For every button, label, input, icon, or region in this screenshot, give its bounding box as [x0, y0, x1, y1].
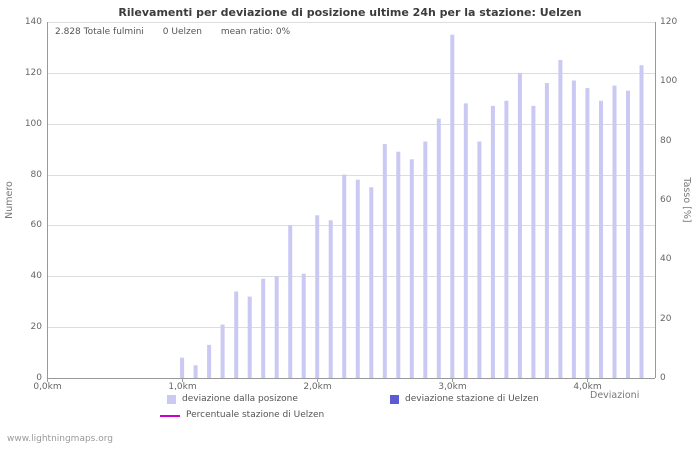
legend-label-deviation: deviazione dalla posizone: [182, 394, 298, 404]
bar-position-deviation: [639, 65, 644, 378]
bar-position-deviation: [477, 141, 482, 378]
stat-station-count: 0 Uelzen: [162, 27, 202, 37]
bar-position-deviation: [180, 357, 185, 378]
stats-row: 2.828 Totale fulmini 0 Uelzen mean ratio…: [55, 27, 306, 37]
legend-item-station-percent: Percentuale stazione di Uelzen: [160, 410, 324, 421]
legend-item-station-deviation: deviazione stazione di Uelzen: [390, 394, 539, 405]
bar-position-deviation: [328, 220, 333, 378]
bar-position-deviation: [261, 278, 266, 378]
bar-position-deviation: [342, 174, 347, 378]
legend-label-percent: Percentuale stazione di Uelzen: [186, 410, 325, 420]
legend-label-station: deviazione stazione di Uelzen: [405, 394, 539, 404]
bar-position-deviation: [558, 60, 563, 378]
bar-position-deviation: [544, 83, 549, 378]
bar-position-deviation: [234, 291, 239, 378]
legend-item-position-deviation: deviazione dalla posizone: [167, 394, 298, 405]
bar-position-deviation: [288, 225, 293, 378]
bar-position-deviation: [409, 159, 414, 378]
bar-position-deviation: [207, 344, 212, 378]
stat-mean-ratio: mean ratio: 0%: [220, 27, 291, 37]
bar-position-deviation: [193, 365, 198, 378]
legend-line-percent-icon: [160, 414, 180, 417]
watermark: www.lightningmaps.org: [7, 434, 113, 444]
bar-position-deviation: [463, 103, 468, 379]
x-axis-label: Deviazioni: [590, 390, 640, 401]
bar-position-deviation: [571, 80, 576, 378]
bar-position-deviation: [436, 118, 441, 378]
bar-position-deviation: [220, 324, 225, 378]
bar-position-deviation: [369, 187, 374, 378]
legend-swatch-station: [390, 395, 399, 404]
chart-title: Rilevamenti per deviazione di posizione …: [118, 6, 582, 19]
bar-position-deviation: [423, 141, 428, 378]
bar-position-deviation: [585, 88, 590, 378]
bar-position-deviation: [396, 151, 401, 378]
bar-position-deviation: [382, 144, 387, 378]
legend-swatch-deviation: [167, 395, 176, 404]
bar-position-deviation: [626, 90, 630, 378]
bar-position-deviation: [315, 215, 320, 378]
bar-position-deviation: [612, 85, 617, 378]
bar-position-deviation: [504, 100, 509, 379]
bar-position-deviation: [301, 273, 306, 378]
bar-position-deviation: [599, 100, 603, 379]
bar-position-deviation: [355, 179, 360, 378]
bar-position-deviation: [274, 276, 279, 378]
bar-position-deviation: [517, 72, 522, 379]
bar-position-deviation: [490, 105, 495, 379]
bar-position-deviation: [531, 105, 536, 379]
bar-position-deviation: [247, 296, 252, 378]
stat-total-strokes: 2.828 Totale fulmini: [55, 27, 144, 37]
bar-position-deviation: [450, 34, 455, 378]
